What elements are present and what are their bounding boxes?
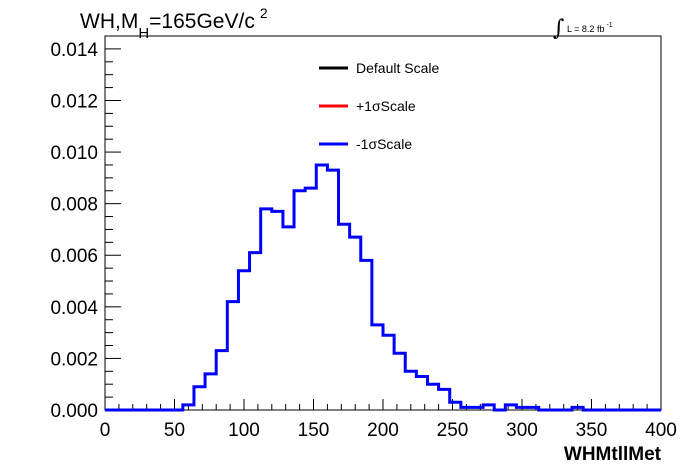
y-tick-label: 0.008 (50, 195, 98, 216)
series-layer (105, 163, 661, 412)
x-axis-title: WHMtllMet (564, 444, 662, 465)
legend-label: +1σScale (356, 98, 416, 114)
y-tick-label: 0.012 (50, 91, 98, 112)
x-tick-label: 50 (164, 420, 185, 441)
x-tick-label: 100 (228, 420, 260, 441)
x-tick-label: 400 (645, 420, 677, 441)
y-tick-label: 0.000 (50, 401, 98, 422)
integral-symbol: ∫ (553, 16, 565, 41)
x-tick-label: 250 (437, 420, 469, 441)
y-tick-label: 0.014 (50, 40, 98, 61)
axis-ticks (104, 35, 662, 411)
chart-title: WH,MH=165GeV/c 2 (80, 5, 268, 42)
y-tick-label: 0.002 (50, 349, 98, 370)
chart-title-prefix: WH,M (80, 10, 138, 33)
series-line-0 (105, 163, 661, 412)
y-tick-label: 0.006 (50, 246, 98, 267)
x-tick-label: 200 (367, 420, 399, 441)
legend-label: Default Scale (356, 60, 439, 76)
legend-label: -1σScale (356, 136, 412, 152)
axis-tick-labels: 0 50 100 150 200 250 300 350 400 0.000 0.002 0.004 0… (50, 40, 676, 441)
chart-title-value: =165GeV/c (149, 10, 255, 33)
chart-title-subscript: H (138, 25, 149, 42)
luminosity-text: L = 8.2 fb -1 (567, 22, 613, 34)
legend: Default Scale +1σScale -1σScale (319, 60, 439, 152)
x-tick-label: 300 (506, 420, 538, 441)
chart-title-superscript: 2 (260, 5, 268, 21)
y-tick-label: 0.004 (50, 298, 98, 319)
x-tick-label: 350 (576, 420, 608, 441)
luminosity-label: ∫ L = 8.2 fb -1 (553, 16, 613, 41)
x-tick-label: 0 (100, 420, 111, 441)
x-tick-label: 150 (298, 420, 330, 441)
y-tick-label: 0.010 (50, 143, 98, 164)
plot-frame (104, 35, 662, 411)
